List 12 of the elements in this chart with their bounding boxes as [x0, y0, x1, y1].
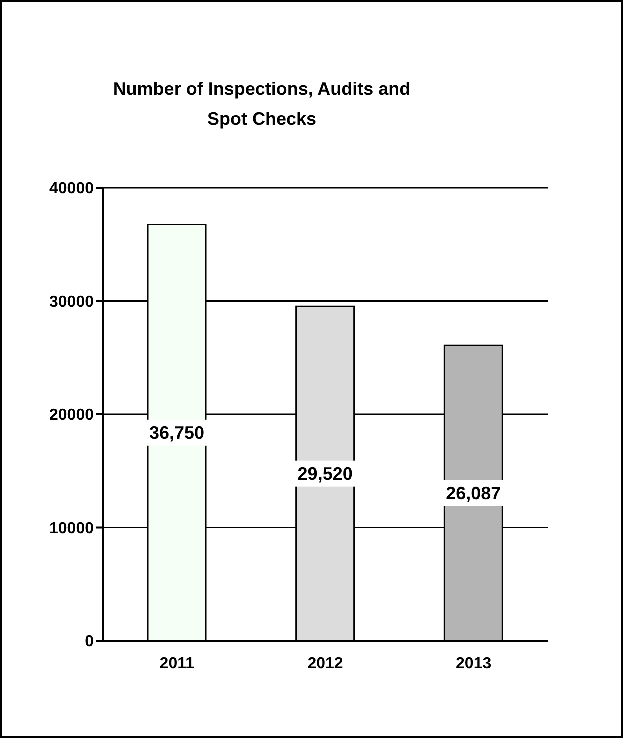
- chart-title: Number of Inspections, Audits and Spot Checks: [112, 78, 412, 131]
- data-label: 36,750: [149, 422, 205, 443]
- x-tick-label: 2013: [456, 655, 492, 672]
- y-tick-label: 0: [85, 634, 94, 651]
- data-label: 29,520: [298, 464, 353, 484]
- y-tick-label: 40000: [50, 180, 94, 198]
- y-tick-label: 30000: [50, 294, 94, 311]
- x-tick-label: 2012: [308, 655, 344, 672]
- data-label: 26,087: [446, 483, 502, 504]
- x-tick-label: 2011: [160, 655, 195, 672]
- y-tick-label: 10000: [50, 520, 94, 538]
- y-tick-label: 20000: [50, 407, 94, 424]
